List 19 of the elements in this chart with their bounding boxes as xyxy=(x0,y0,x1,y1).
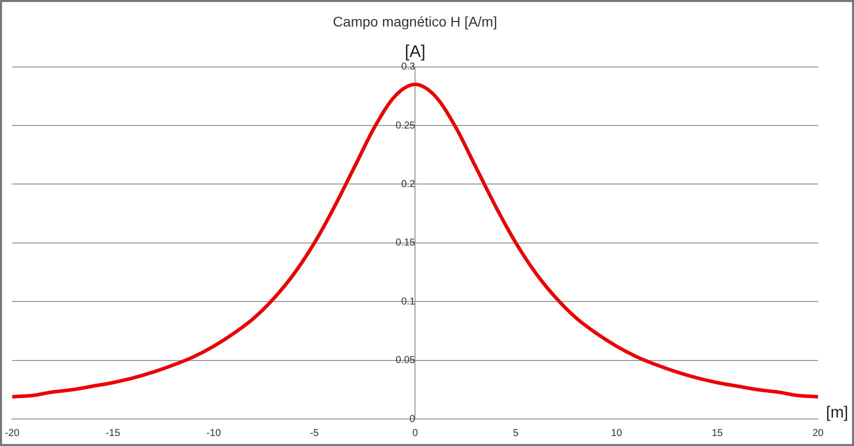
x-tick-label: -5 xyxy=(310,428,320,439)
x-tick-label: 15 xyxy=(712,428,724,439)
y-axis-title: [A] xyxy=(404,42,426,61)
y-tick-label: 0.2 xyxy=(401,178,416,190)
x-axis-title: [m] xyxy=(826,404,848,422)
x-tick-label: 10 xyxy=(610,428,623,439)
x-tick-label: -20 xyxy=(5,428,20,439)
y-tick-label: 0.3 xyxy=(401,62,416,73)
x-tick-label: -15 xyxy=(106,428,121,439)
y-tick-label: 0.05 xyxy=(396,355,416,366)
x-tick-label: -10 xyxy=(206,428,222,439)
y-tick-label: 0.25 xyxy=(396,120,416,132)
y-tick-label: 0.1 xyxy=(401,296,416,308)
chart-title: Campo magnético H [A/m] xyxy=(332,13,498,30)
y-tick-label: 0 xyxy=(410,414,416,425)
line-series xyxy=(12,82,818,398)
y-tick-label: 0.15 xyxy=(396,238,416,249)
x-tick-label: 20 xyxy=(812,428,824,439)
x-tick-label: 5 xyxy=(513,428,520,439)
